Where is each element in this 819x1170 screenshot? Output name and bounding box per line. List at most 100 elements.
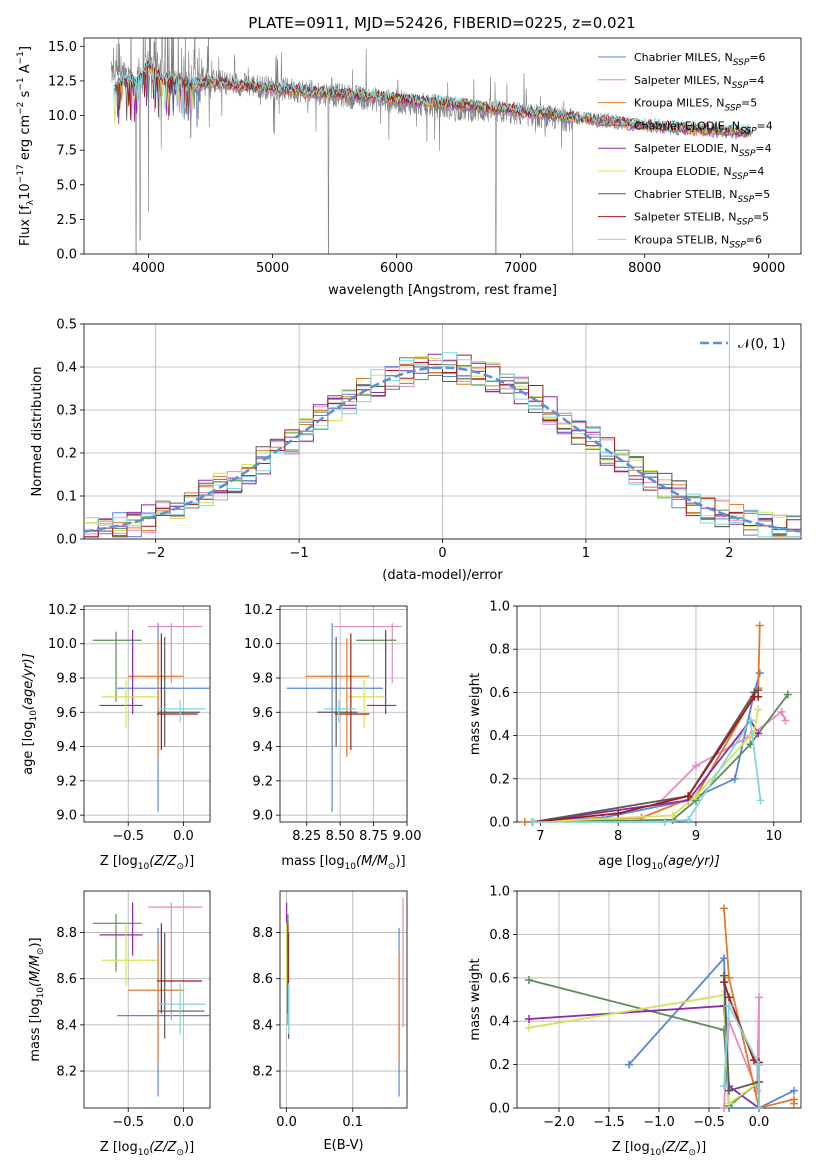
y-tick-label: 12.5 <box>48 74 77 89</box>
legend-label-part: Chabrier MILES, N <box>634 51 733 64</box>
x-axis-label-part: ⊙ <box>176 1148 184 1158</box>
weight-line <box>723 1002 760 1108</box>
x-axis-label: age [log10(age/yr)] <box>598 854 720 872</box>
y-tick-label: 9.0 <box>56 809 77 824</box>
weight-marker <box>755 621 764 630</box>
x-axis-label: (data-model)/error <box>382 568 503 583</box>
mass-vs-Z-panel: −0.5 0.08.28.48.68.8Z [log10(Z/Z⊙)]mass [… <box>28 890 211 1158</box>
legend-label-part: SSP <box>740 126 757 136</box>
spectrum-panel: 4000 5000 6000 7000 8000 9000 0.0 2.5 5.0 7.5 10.0… <box>16 37 802 298</box>
x-tick-label: 1 <box>582 546 590 561</box>
legend-label-part: Chabrier STELIB, N <box>634 188 738 201</box>
y-tick-label: 9.4 <box>252 740 273 755</box>
y-tick-label: 0.8 <box>489 928 510 943</box>
y-axis-label: Normed distribution <box>30 367 45 497</box>
legend-label-part: =4 <box>755 142 771 155</box>
y-tick-label: 9.0 <box>252 809 273 824</box>
x-axis-label: mass [log10(M/M⊙)] <box>281 854 405 872</box>
x-axis-label-part: )] <box>184 854 194 869</box>
y-axis-label-part: erg cm <box>18 115 33 164</box>
weight-marker <box>660 818 669 826</box>
x-tick-label: −0.5 <box>112 829 144 844</box>
legend-label-part: SSP <box>729 240 746 250</box>
legend-label-part: SSP <box>732 81 749 91</box>
weight-marker <box>720 1082 728 1091</box>
y-tick-label: 0.0 <box>56 533 77 548</box>
x-tick-label: −1.5 <box>593 1115 625 1130</box>
age-vs-mass-panel: 8.25 8.50 8.75 9.00 9.0 9.2 9.4 9.6 9.8 10.0 10.2 m… <box>244 603 421 872</box>
legend-label-part: =5 <box>754 188 770 201</box>
y-axis-label-part: ] <box>18 46 33 51</box>
y-axis-label-part: s <box>18 90 33 101</box>
legend-label-part: SSP <box>738 195 755 205</box>
legend-label-part: Salpeter MILES, N <box>634 74 732 87</box>
x-tick-label: 6000 <box>380 261 413 276</box>
y-tick-label: 9.6 <box>56 706 77 721</box>
weight-marker <box>756 796 765 805</box>
legend-label-part: =5 <box>741 97 757 110</box>
weight-marker <box>777 707 786 716</box>
x-axis-label-part: ⊙ <box>388 862 396 872</box>
y-axis-label-part: age [log <box>21 722 36 775</box>
y-tick-label: 0.0 <box>489 1102 510 1117</box>
x-tick-label: −2 <box>146 546 165 561</box>
y-tick-label: 10.0 <box>244 637 273 652</box>
legend-label-part: =4 <box>748 165 764 178</box>
x-axis-label-part: ⊙ <box>688 1148 696 1158</box>
x-axis-label: Z [log10(Z/Z⊙)] <box>100 1140 194 1158</box>
y-tick-label: 10.2 <box>48 603 77 618</box>
legend-label: Chabrier STELIB, NSSP=5 <box>634 188 770 205</box>
legend-label: Salpeter STELIB, NSSP=5 <box>634 211 769 228</box>
weight-marker <box>755 1104 763 1112</box>
y-tick-label: 2.5 <box>56 213 77 228</box>
x-axis-label-part: 10 <box>138 1148 150 1158</box>
weight-marker <box>525 975 533 984</box>
weight-marker <box>668 811 677 820</box>
x-tick-label: 9.00 <box>393 829 422 844</box>
y-axis-label: mass weight <box>468 958 483 1040</box>
legend-label: Kroupa STELIB, NSSP=6 <box>634 233 762 250</box>
x-axis-label-part: 10 <box>345 862 357 872</box>
legend-label-part: SSP <box>739 149 756 159</box>
x-tick-label: 8 <box>614 829 622 844</box>
y-tick-label: 0.2 <box>489 1058 510 1073</box>
error-bars <box>286 897 404 1097</box>
residual-histogram <box>84 362 801 538</box>
y-axis-label-part: Flux [f <box>18 205 33 246</box>
y-tick-label: 8.8 <box>252 926 273 941</box>
x-tick-label: 0 <box>438 546 446 561</box>
weight-marker <box>720 978 728 987</box>
x-axis-label-part: 10 <box>138 862 150 872</box>
legend-label-part: Kroupa ELODIE, N <box>634 165 732 178</box>
weight-marker <box>730 774 739 783</box>
x-tick-label: 8000 <box>628 261 661 276</box>
x-axis-label-part: (M/M <box>356 854 388 869</box>
x-axis-label-part: Z [log <box>100 1140 138 1155</box>
weight-marker <box>783 690 792 699</box>
legend-label-part: SSP <box>732 172 749 182</box>
weight-marker <box>691 761 700 770</box>
legend-label: Chabrier ELODIE, NSSP=4 <box>634 119 773 136</box>
y-tick-label: 9.2 <box>252 774 273 789</box>
error-bars <box>92 902 210 1097</box>
x-tick-label: 7000 <box>504 261 537 276</box>
weight-marker <box>684 815 693 824</box>
model-spectrum-line <box>113 59 752 134</box>
y-axis-label: Flux [fλ10−17 erg cm−2 s−1 A−1] <box>16 46 36 246</box>
x-tick-label: 10 <box>765 829 782 844</box>
y-tick-label: 9.8 <box>56 672 77 687</box>
legend-label-part: =4 <box>757 119 773 132</box>
spectrum-lines <box>111 38 752 254</box>
x-axis-label-part: )] <box>696 1140 706 1155</box>
weight-marker <box>528 818 537 826</box>
y-axis-label-part: −17 <box>16 164 26 183</box>
y-tick-label: 5.0 <box>56 178 77 193</box>
y-tick-label: 10.2 <box>244 603 273 618</box>
weight-marker <box>525 1015 533 1024</box>
y-tick-label: 9.6 <box>252 706 273 721</box>
y-tick-label: 8.4 <box>56 1018 77 1033</box>
x-axis-label-part: Z [log <box>612 1140 650 1155</box>
legend-label-part: SSP <box>736 218 753 228</box>
y-axis-label-part: )] <box>28 937 43 947</box>
